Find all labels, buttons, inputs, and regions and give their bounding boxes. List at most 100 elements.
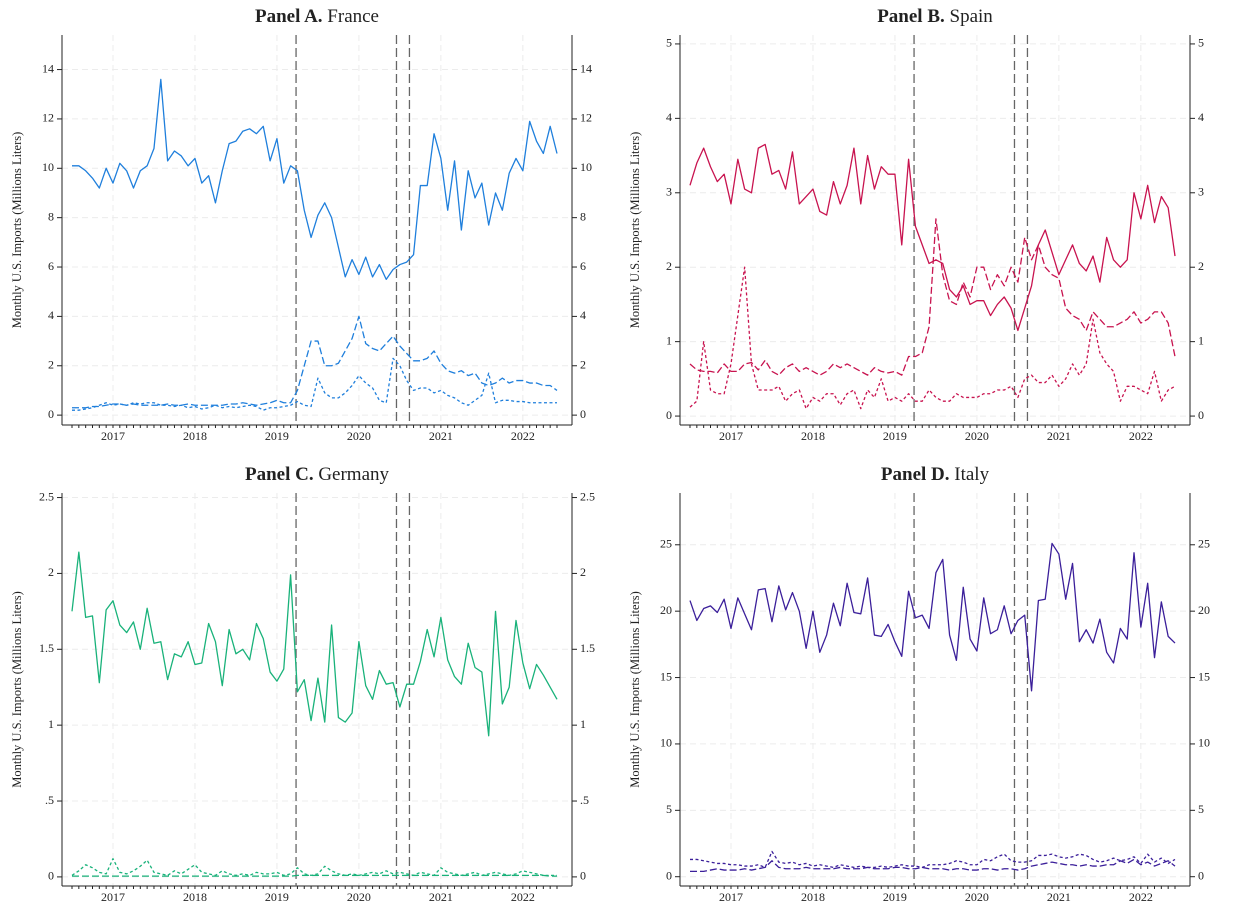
y-axis-label: Monthly U.S. Imports (Millions Liters) (10, 132, 24, 329)
panel: 0 0 2 2 4 4 6 6 8 8 10 10 12 12 14 14 2017 2018 2019 2020 20… (10, 6, 592, 442)
series-line (72, 874, 557, 877)
y2-tick-label: 4 (1198, 110, 1204, 124)
x-tick-label: 2018 (801, 890, 825, 904)
x-tick-label: 2019 (265, 429, 289, 443)
y2-tick-label: 3 (1198, 185, 1204, 199)
y2-tick-label: 2.5 (580, 489, 595, 503)
y-tick-label: 20 (660, 603, 672, 617)
panel-title: Panel D. Italy (881, 464, 990, 485)
y2-tick-label: .5 (580, 793, 589, 807)
y-tick-label: 5 (666, 802, 672, 816)
y2-tick-label: 10 (580, 160, 592, 174)
x-tick-label: 2017 (101, 429, 125, 443)
x-tick-label: 2017 (719, 890, 743, 904)
y2-tick-label: 0 (1198, 408, 1204, 422)
y-tick-label: 12 (42, 111, 54, 125)
y2-tick-label: 10 (1198, 736, 1210, 750)
y-tick-label: .5 (45, 793, 54, 807)
panel-country: Spain (950, 6, 994, 27)
y-tick-label: 0 (48, 407, 54, 421)
series-line (72, 357, 557, 411)
y-tick-label: 1 (666, 333, 672, 347)
y2-tick-label: 14 (580, 61, 592, 75)
y2-tick-label: 2 (1198, 259, 1204, 273)
x-tick-label: 2020 (347, 429, 371, 443)
y-tick-label: 10 (42, 160, 54, 174)
x-tick-label: 2021 (429, 429, 453, 443)
y-axis-label: Monthly U.S. Imports (Millions Liters) (628, 591, 642, 788)
y-tick-label: 4 (48, 308, 54, 322)
panel-label: Panel A. (255, 6, 323, 27)
panel-country: France (327, 6, 379, 27)
x-tick-label: 2022 (1129, 429, 1153, 443)
series-line (72, 315, 558, 409)
y2-tick-label: 0 (580, 869, 586, 883)
y2-tick-label: 2 (580, 358, 586, 372)
y-tick-label: 14 (42, 61, 54, 75)
series-line (72, 78, 558, 281)
panel-country: Germany (318, 464, 389, 485)
panel-title: Panel C. Germany (245, 464, 390, 485)
x-tick-label: 2021 (1047, 890, 1071, 904)
x-tick-label: 2019 (883, 429, 907, 443)
panel-label: Panel C. (245, 464, 314, 485)
y2-tick-label: 12 (580, 111, 592, 125)
y2-tick-label: 5 (1198, 802, 1204, 816)
y2-tick-label: 2 (580, 565, 586, 579)
panel-label: Panel D. (881, 464, 950, 485)
panel-title: Panel A. France (255, 6, 379, 27)
y2-tick-label: 1 (1198, 333, 1204, 347)
x-tick-label: 2019 (265, 890, 289, 904)
y-tick-label: 1 (48, 717, 54, 731)
y-tick-label: 3 (666, 185, 672, 199)
series-line (71, 858, 557, 877)
y-tick-label: 0 (666, 408, 672, 422)
x-tick-label: 2022 (1129, 890, 1153, 904)
series-line (689, 542, 1176, 692)
panel-title: Panel B. Spain (877, 6, 993, 27)
y-tick-label: 4 (666, 110, 672, 124)
y2-tick-label: 6 (580, 259, 586, 273)
y-tick-label: 5 (666, 36, 672, 50)
panel-country: Italy (954, 464, 989, 485)
y-tick-label: 2 (48, 358, 54, 372)
y2-tick-label: 1.5 (580, 641, 595, 655)
y-axis-label: Monthly U.S. Imports (Millions Liters) (10, 591, 24, 788)
y2-tick-label: 15 (1198, 669, 1210, 683)
panel: 0 0 .5 .5 1 1 1.5 1.5 2 2 2.5 2.5 2017 2018 2019 2020 20… (10, 464, 595, 903)
x-tick-label: 2020 (965, 890, 989, 904)
x-tick-label: 2017 (719, 429, 743, 443)
x-tick-label: 2018 (183, 429, 207, 443)
y2-tick-label: 0 (1198, 868, 1204, 882)
y2-tick-label: 0 (580, 407, 586, 421)
y-tick-label: 2.5 (39, 489, 54, 503)
y2-tick-label: 8 (580, 209, 586, 223)
x-tick-label: 2020 (965, 429, 989, 443)
x-tick-label: 2020 (347, 890, 371, 904)
y-tick-label: 0 (666, 868, 672, 882)
x-tick-label: 2021 (1047, 429, 1071, 443)
x-tick-label: 2022 (511, 429, 535, 443)
series-line (689, 266, 1176, 410)
y-tick-label: 1.5 (39, 641, 54, 655)
y-axis-label: Monthly U.S. Imports (Millions Liters) (628, 132, 642, 329)
series-line (71, 551, 558, 737)
y2-tick-label: 1 (580, 717, 586, 731)
y2-tick-label: 5 (1198, 36, 1204, 50)
y-tick-label: 15 (660, 669, 672, 683)
series-line (689, 143, 1176, 332)
x-tick-label: 2022 (511, 890, 535, 904)
x-tick-label: 2018 (801, 429, 825, 443)
y2-tick-label: 4 (580, 308, 586, 322)
x-tick-label: 2017 (101, 890, 125, 904)
y-tick-label: 0 (48, 869, 54, 883)
series-line (690, 858, 1176, 873)
x-tick-label: 2019 (883, 890, 907, 904)
y-tick-label: 25 (660, 537, 672, 551)
x-tick-label: 2021 (429, 890, 453, 904)
y2-tick-label: 25 (1198, 537, 1210, 551)
x-tick-label: 2018 (183, 890, 207, 904)
